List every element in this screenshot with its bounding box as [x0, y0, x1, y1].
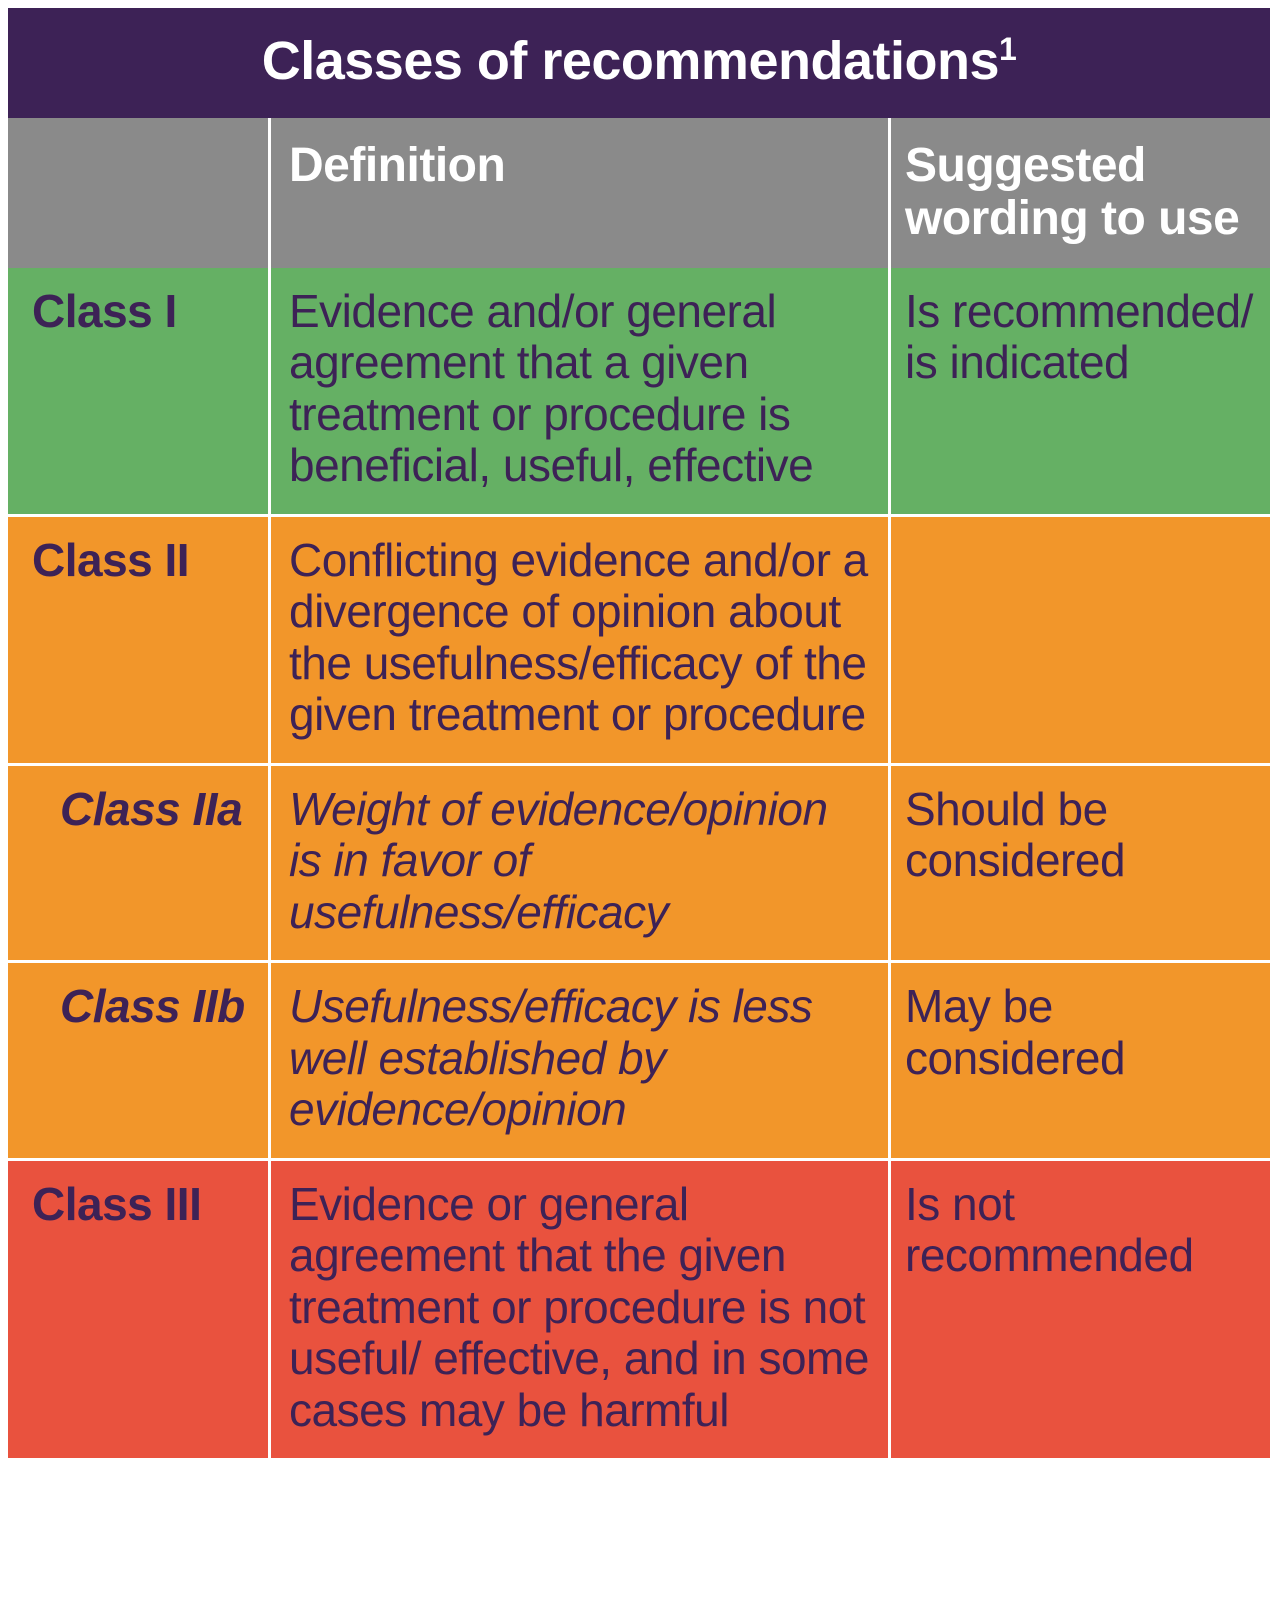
table-title-cell: Classes of recommendations1	[8, 8, 1270, 118]
cell-wording: Is recommended/ is indicated	[888, 268, 1270, 514]
cell-class: Class IIb	[8, 960, 268, 1158]
cell-class: Class IIa	[8, 763, 268, 961]
cell-class: Class II	[8, 514, 268, 763]
header-row: Definition Suggested wording to use	[8, 118, 1270, 268]
cell-wording: May be considered	[888, 960, 1270, 1158]
table-row: Class IEvidence and/or general agreement…	[8, 268, 1270, 514]
header-class	[8, 118, 268, 268]
cell-definition: Weight of evidence/opinion is in favor o…	[268, 763, 888, 961]
table-row: Class IIConflicting evidence and/or a di…	[8, 514, 1270, 763]
recommendations-table: Classes of recommendations1 Definition S…	[8, 8, 1270, 1458]
table-row: Class IIIEvidence or general agreement t…	[8, 1158, 1270, 1459]
header-definition: Definition	[268, 118, 888, 268]
table-title-sup: 1	[999, 31, 1016, 67]
cell-wording: Should be considered	[888, 763, 1270, 961]
table-row: Class IIbUsefulness/efficacy is less wel…	[8, 960, 1270, 1158]
cell-class: Class I	[8, 268, 268, 514]
title-row: Classes of recommendations1	[8, 8, 1270, 118]
cell-wording	[888, 514, 1270, 763]
cell-definition: Evidence and/or general agreement that a…	[268, 268, 888, 514]
cell-definition: Usefulness/efficacy is less well establi…	[268, 960, 888, 1158]
header-wording: Suggested wording to use	[888, 118, 1270, 268]
table-title: Classes of recommendations	[262, 31, 999, 91]
cell-definition: Evidence or general agreement that the g…	[268, 1158, 888, 1459]
cell-class: Class III	[8, 1158, 268, 1459]
cell-definition: Conflicting evidence and/or a divergence…	[268, 514, 888, 763]
table-row: Class IIaWeight of evidence/opinion is i…	[8, 763, 1270, 961]
cell-wording: Is not recommended	[888, 1158, 1270, 1459]
